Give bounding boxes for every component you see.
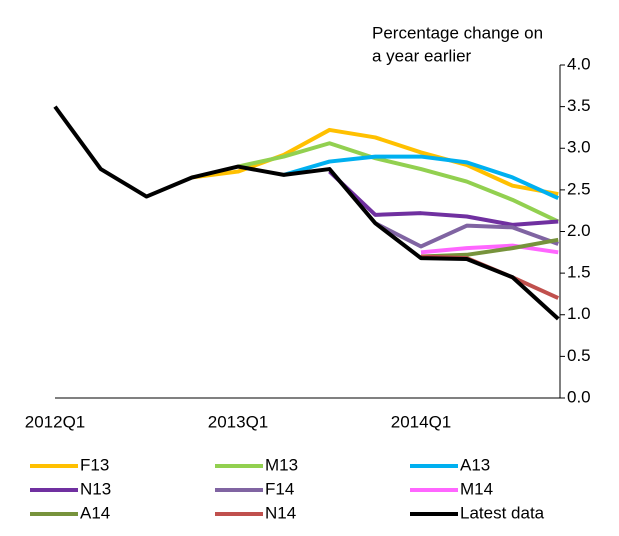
y-tick-label: 0.5: [567, 346, 591, 365]
legend-label: A13: [460, 455, 490, 474]
legend-label: Latest data: [460, 503, 545, 522]
y-axis-label: a year earlier: [372, 46, 472, 65]
series-line: [420, 254, 560, 300]
legend-label: N13: [80, 479, 111, 498]
y-tick-label: 4.0: [567, 54, 591, 73]
x-tick-label: 2013Q1: [208, 412, 269, 431]
series-line: [283, 154, 560, 201]
x-tick-label: 2014Q1: [391, 412, 452, 431]
legend-label: F14: [265, 479, 294, 498]
series-line: [420, 243, 559, 255]
legend-label: M13: [265, 455, 298, 474]
series-line: [374, 221, 559, 249]
series-line: [191, 127, 559, 197]
legend-label: F13: [80, 455, 109, 474]
legend-label: A14: [80, 503, 110, 522]
y-axis-label: Percentage change on: [372, 23, 543, 42]
y-tick-label: 3.0: [567, 138, 591, 157]
y-tick-label: 1.5: [567, 263, 591, 282]
series-line: [53, 105, 560, 321]
series-line: [237, 141, 560, 224]
y-tick-label: 3.5: [567, 96, 591, 115]
series-line: [328, 170, 559, 227]
x-tick-label: 2012Q1: [25, 412, 86, 431]
y-tick-label: 0.0: [567, 387, 591, 406]
legend-label: M14: [460, 479, 493, 498]
y-tick-label: 2.0: [567, 221, 591, 240]
y-tick-label: 1.0: [567, 304, 591, 323]
y-tick-label: 2.5: [567, 179, 591, 198]
legend-label: N14: [265, 503, 296, 522]
